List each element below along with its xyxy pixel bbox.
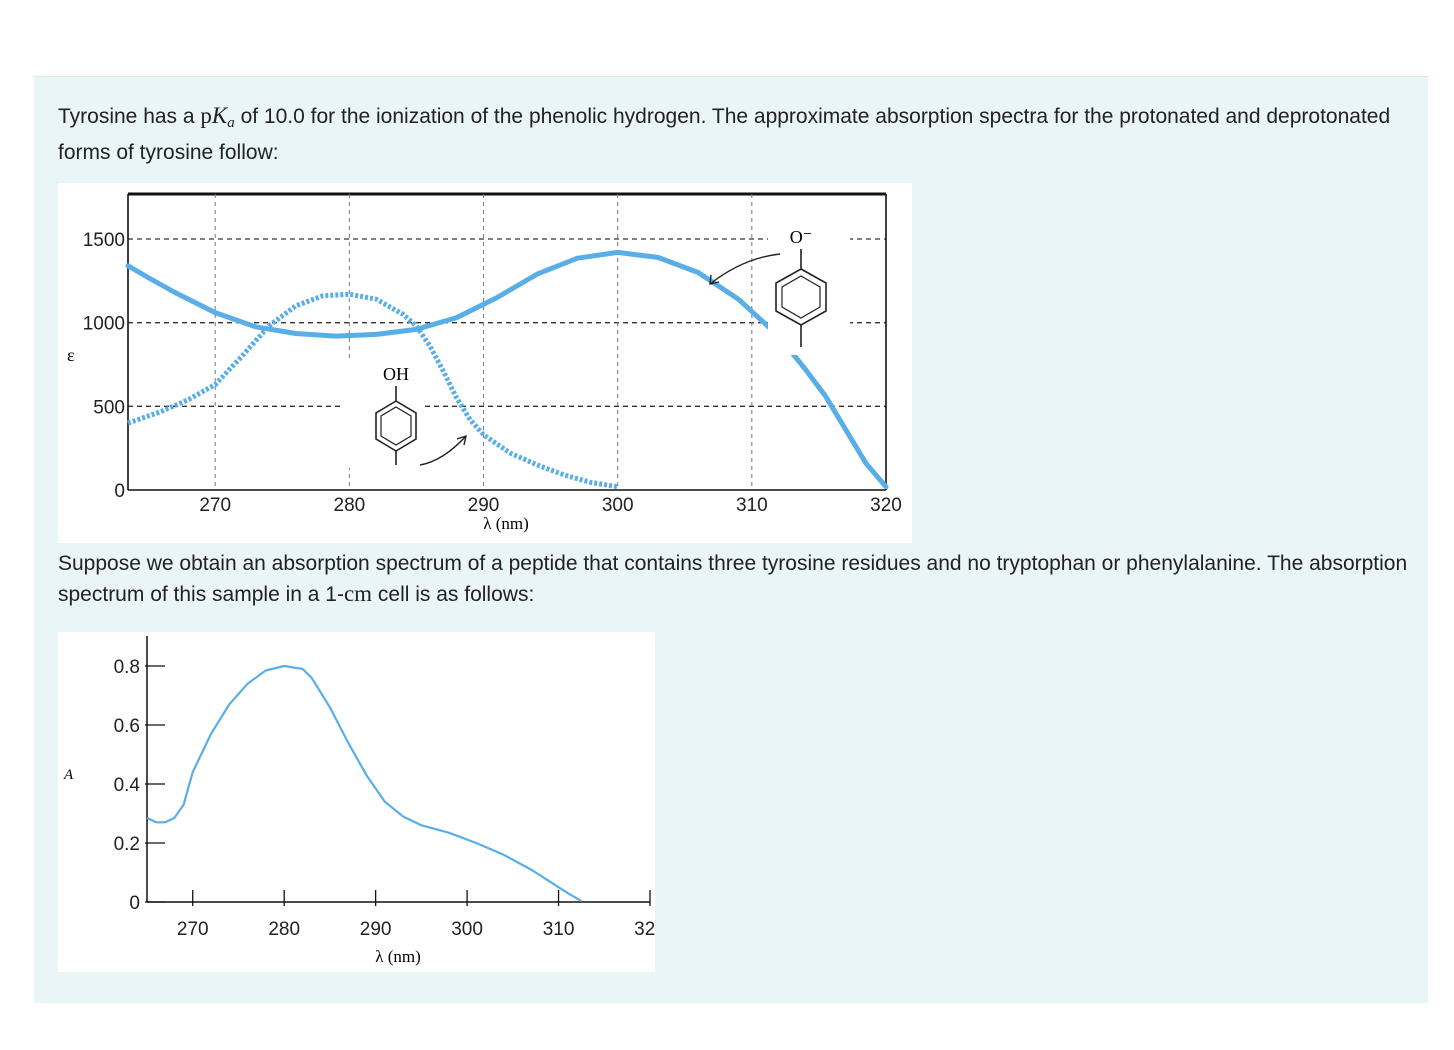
chart1-x-tick-300: 300 bbox=[602, 495, 634, 516]
chart2-series-0 bbox=[146, 664, 582, 903]
chart1-y-tick-1000: 1000 bbox=[83, 314, 125, 335]
chart2-x-tick-270: 270 bbox=[177, 919, 209, 940]
chart1-y-tick-500: 500 bbox=[93, 397, 125, 418]
peptide-spectrum-chart: 0 0.2 0.4 0.6 0.8 270 280 290 300 310 320 A λ (nm) bbox=[63, 636, 666, 966]
phenolate-ring-inner bbox=[781, 275, 821, 319]
middle-paragraph: Suppose we obtain an absorption spectrum… bbox=[58, 549, 1418, 610]
chart1-grid bbox=[128, 194, 886, 490]
pka-symbol: pKa bbox=[200, 103, 235, 131]
o-minus-label: O⁻ bbox=[790, 227, 813, 247]
intro-text-end: of 10.0 for the ionization of the phenol… bbox=[58, 105, 1391, 164]
chart2-y-tick-0: 0 bbox=[129, 893, 140, 914]
chart1-series-1-dotted bbox=[127, 291, 619, 490]
chart2-y-tick-2: 0.4 bbox=[114, 775, 141, 796]
phenolate-arrow-icon bbox=[709, 253, 781, 285]
oh-label: OH bbox=[383, 364, 409, 384]
chart2-y-axis-label: A bbox=[63, 767, 74, 783]
chart1-x-tick-270: 270 bbox=[199, 495, 231, 516]
chart1-y-axis-label: ε bbox=[67, 345, 75, 365]
phenol-backdrop bbox=[343, 358, 423, 468]
chart1-series-0-solid bbox=[125, 249, 889, 490]
chart2-axes bbox=[145, 636, 651, 906]
chart1-x-tick-280: 280 bbox=[334, 495, 366, 516]
phenol-arrowhead-icon bbox=[456, 434, 467, 446]
chart1-x-tick-290: 290 bbox=[468, 495, 500, 516]
tyrosine-spectra-figure: 0 500 1000 1500 270 280 290 300 310 320 ε λ (nm) … bbox=[58, 183, 912, 543]
chart1-series bbox=[125, 249, 889, 490]
chart1-x-tick-310: 310 bbox=[736, 495, 768, 516]
chart2-x-tick-320: 320 bbox=[634, 919, 655, 940]
intro-text-start: Tyrosine has a bbox=[58, 105, 201, 128]
middle-text-end: cell is as follows: bbox=[372, 583, 535, 606]
phenol-structure: OH bbox=[343, 358, 423, 468]
chart1-y-tick-1500: 1500 bbox=[83, 230, 125, 251]
chart2-y-tick-4: 0.8 bbox=[114, 657, 140, 678]
phenol-ring-inner bbox=[380, 406, 412, 446]
chart1-axes bbox=[127, 194, 887, 491]
chart1-y-tick-0: 0 bbox=[114, 481, 125, 502]
chart2-x-tick-310: 310 bbox=[543, 919, 575, 940]
intro-paragraph: Tyrosine has a pKa of 10.0 for the ioniz… bbox=[58, 101, 1408, 168]
phenol-arrow-icon bbox=[419, 435, 467, 466]
chart2-series bbox=[146, 664, 582, 903]
chart2-x-tick-300: 300 bbox=[451, 919, 483, 940]
chart2-x-axis-label: λ (nm) bbox=[375, 947, 421, 966]
chart2-x-tick-280: 280 bbox=[268, 919, 300, 940]
cm-unit: cm bbox=[343, 581, 373, 606]
chart1-x-tick-320: 320 bbox=[870, 495, 902, 516]
peptide-spectrum-figure: 0 0.2 0.4 0.6 0.8 270 280 290 300 310 320 A λ (nm) bbox=[58, 632, 666, 972]
middle-text-start: Suppose we obtain an absorption spectrum… bbox=[58, 552, 1408, 606]
chart1-x-axis-label: λ (nm) bbox=[483, 514, 529, 533]
question-panel: Tyrosine has a pKa of 10.0 for the ioniz… bbox=[34, 76, 1428, 1003]
phenolate-arrowhead-icon bbox=[709, 274, 720, 285]
phenolate-structure: O⁻ bbox=[768, 225, 850, 355]
chart1-tick-labels: 0 500 1000 1500 270 280 290 300 310 320 bbox=[83, 230, 902, 516]
chart2-y-tick-1: 0.2 bbox=[114, 834, 140, 855]
chart2-y-tick-3: 0.6 bbox=[114, 716, 140, 737]
chart2-x-tick-290: 290 bbox=[360, 919, 392, 940]
